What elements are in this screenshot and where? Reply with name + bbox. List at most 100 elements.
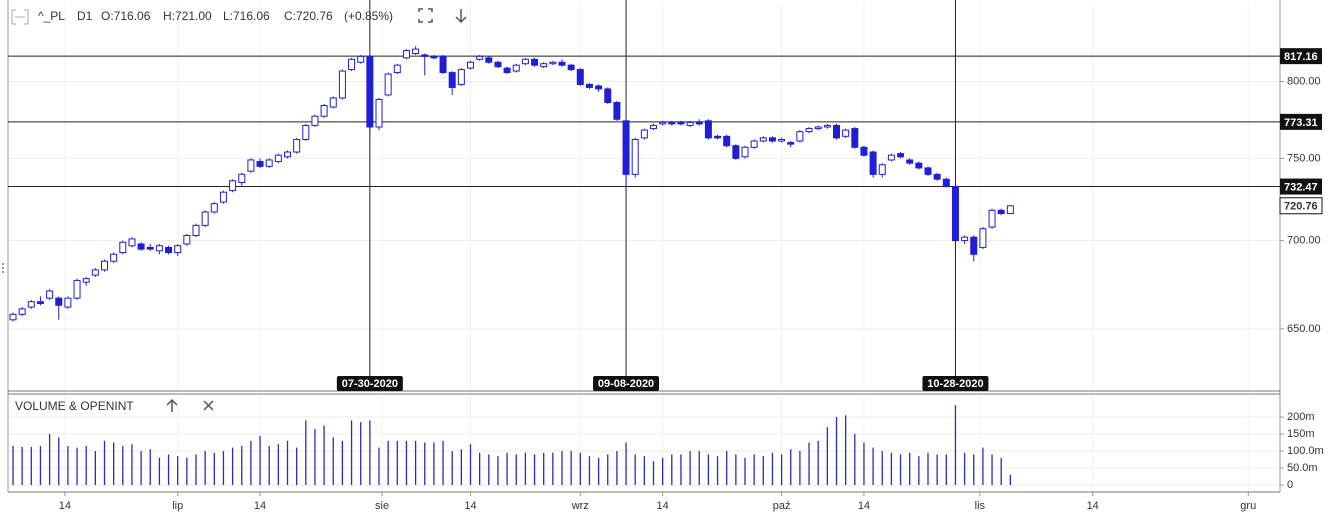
x-tick-label: lis	[975, 500, 986, 512]
candle-body	[750, 140, 758, 148]
candle-body	[247, 159, 255, 172]
candle-body	[860, 146, 868, 156]
candle-body	[631, 138, 639, 175]
candle-body	[101, 260, 108, 271]
candle-body	[110, 253, 118, 262]
candle-body	[338, 70, 346, 99]
y-tick-label: 700.00	[1287, 234, 1321, 246]
candle-body	[805, 128, 813, 133]
candle-body	[878, 164, 886, 175]
candle-body	[201, 211, 209, 226]
candle-body	[284, 151, 291, 158]
candle-body	[540, 63, 548, 68]
candle-body	[942, 178, 950, 188]
candle-body	[988, 209, 996, 228]
candle-body	[677, 121, 685, 125]
price-label: 817.16	[1284, 51, 1318, 63]
candle-body	[659, 121, 667, 125]
candle-body	[906, 159, 914, 164]
candle-body	[796, 131, 804, 142]
candle-body	[915, 162, 923, 169]
y-tick-label: 100.0m	[1287, 445, 1324, 457]
collapse-button[interactable]	[11, 9, 29, 25]
date-label-box	[336, 376, 403, 391]
candle-body	[979, 228, 987, 248]
candle-body	[402, 50, 410, 59]
candle-body	[274, 154, 282, 163]
candle-body	[430, 55, 438, 59]
candle-body	[558, 61, 566, 66]
candle-body	[576, 69, 584, 85]
candle-body	[704, 120, 712, 139]
candle-body	[768, 137, 776, 142]
candle-body	[137, 243, 145, 250]
candle-body	[485, 57, 493, 63]
date-label: 10-28-2020	[927, 378, 983, 390]
candle-body	[357, 55, 365, 63]
candle-body	[421, 54, 429, 57]
candle-body	[604, 88, 612, 103]
symbol: ^_PL	[38, 9, 65, 23]
candle-body	[494, 61, 502, 68]
candle-body	[970, 236, 978, 255]
candle-body	[613, 101, 621, 120]
candle-body	[714, 135, 722, 139]
candle-body	[759, 137, 767, 142]
candle-body	[183, 234, 191, 245]
resize-handle[interactable]	[2, 263, 4, 273]
download-button[interactable]	[455, 9, 467, 24]
x-tick-label: 14	[254, 500, 266, 512]
candle-body	[55, 297, 63, 306]
candle-body	[549, 61, 557, 65]
candle-body	[823, 124, 831, 128]
close-panel-button[interactable]	[203, 400, 214, 411]
candle-body	[787, 142, 795, 145]
candle-body	[585, 83, 593, 88]
candle-body	[512, 64, 520, 72]
candle-body	[933, 173, 941, 180]
y-tick-label: 750.00	[1287, 152, 1321, 164]
candle-body	[650, 124, 657, 130]
candle-body	[961, 236, 969, 242]
candle-body	[686, 121, 694, 126]
candle-body	[814, 126, 822, 130]
candle-body	[146, 246, 154, 250]
candle-body	[531, 58, 539, 66]
candle-body	[155, 245, 163, 252]
move-up-button[interactable]	[166, 398, 178, 412]
candle-body	[210, 203, 218, 213]
x-tick-label: 14	[858, 500, 870, 512]
candle-body	[997, 209, 1005, 215]
date-label-box	[593, 376, 660, 391]
price-label: 773.31	[1284, 117, 1318, 129]
candle-body	[869, 151, 877, 175]
x-tick-label: lip	[172, 500, 183, 512]
candle-body	[165, 246, 173, 254]
close-value: C:720.76	[284, 9, 333, 23]
open-value: O:716.06	[101, 9, 151, 23]
candle-body	[439, 55, 447, 74]
price-label-box	[1280, 48, 1322, 65]
candle-body	[311, 115, 319, 126]
candle-body	[18, 308, 26, 315]
candle-body	[951, 186, 959, 242]
fullscreen-button[interactable]	[418, 8, 433, 23]
candle-body	[595, 85, 603, 90]
candle-body	[851, 128, 859, 148]
candle-body	[265, 159, 273, 167]
candle-body	[82, 278, 90, 283]
candle-body	[36, 301, 44, 305]
candle-body	[393, 64, 401, 74]
x-tick-label: 14	[657, 500, 669, 512]
candle-body	[778, 138, 786, 142]
y-tick-label: 650.00	[1287, 323, 1321, 335]
candle-body	[723, 135, 731, 147]
candle-body	[384, 73, 392, 96]
candle-body	[192, 224, 200, 236]
x-tick-label: paź	[773, 500, 791, 512]
y-tick-label: 0	[1287, 479, 1293, 491]
candle-body	[622, 120, 630, 175]
date-label: 09-08-2020	[598, 378, 654, 390]
last-price-label: 720.76	[1284, 201, 1318, 213]
